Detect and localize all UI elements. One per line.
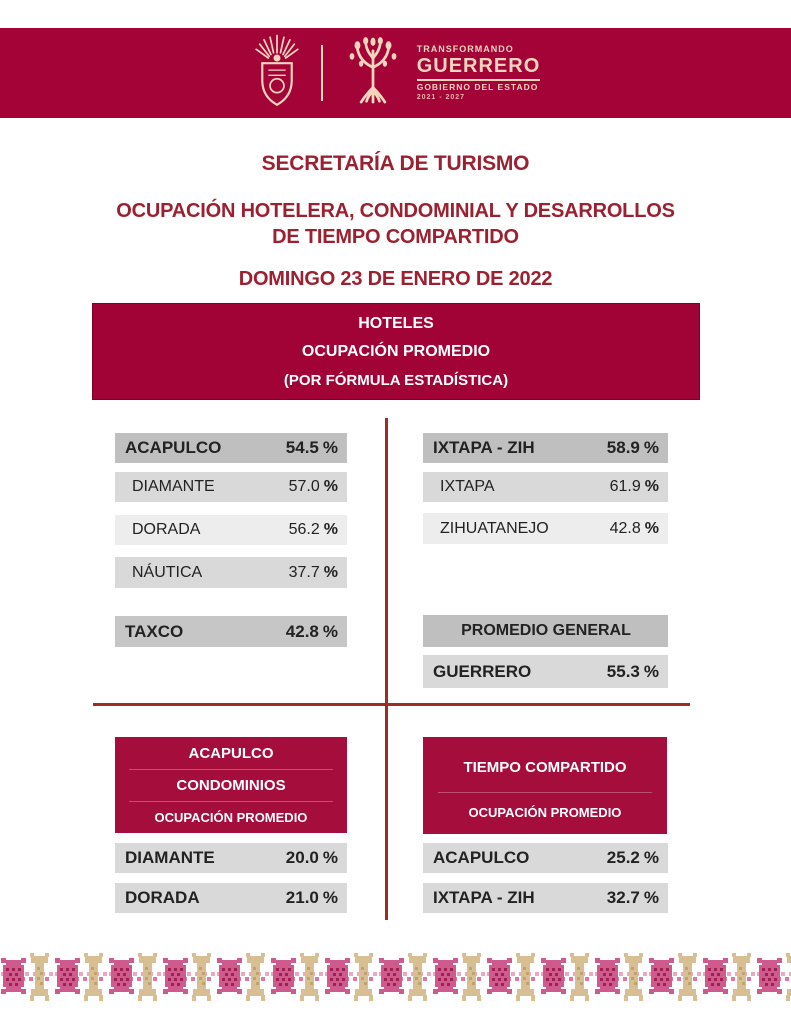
row-label: DORADA xyxy=(125,888,200,907)
header-separator xyxy=(128,801,334,802)
condominios-header-line2: CONDOMINIOS xyxy=(176,777,286,794)
row-label: PROMEDIO GENERAL xyxy=(461,622,631,639)
secretaria-title: SECRETARÍA DE TURISMO xyxy=(261,152,530,175)
row-label: IXTAPA xyxy=(440,478,495,495)
percent-sign: % xyxy=(643,888,659,907)
brand-line-gobierno: GOBIERNO DEL ESTADO xyxy=(416,81,539,92)
row-value: 57.0 xyxy=(288,478,320,495)
hoteles-banner: HOTELES OCUPACIÓN PROMEDIO (POR FÓRMULA … xyxy=(92,303,700,400)
table-row: NÁUTICA 37.7% xyxy=(115,557,347,588)
row-label: ACAPULCO xyxy=(433,848,530,867)
row-label: TAXCO xyxy=(125,621,184,641)
brand-text: TRANSFORMANDO GUERRERO GOBIERNO DEL ESTA… xyxy=(416,44,541,101)
row-value: 20.0 xyxy=(285,848,319,867)
row-label: DIAMANTE xyxy=(125,848,215,867)
table-row: GUERRERO 55.3% xyxy=(423,655,668,688)
row-label: DIAMANTE xyxy=(132,478,215,495)
row-label: DORADA xyxy=(132,521,201,538)
row-value: 54.5 xyxy=(285,438,319,457)
row-value: 61.9 xyxy=(609,478,641,495)
banner-line-formula: (POR FÓRMULA ESTADÍSTICA) xyxy=(283,371,509,389)
table-row: DIAMANTE 20.0% xyxy=(115,843,347,873)
row-value: 55.3 xyxy=(606,661,640,681)
row-value: 42.8 xyxy=(285,621,319,641)
table-row: TAXCO 42.8% xyxy=(115,616,347,647)
row-value: 25.2 xyxy=(606,848,640,867)
row-value: 21.0 xyxy=(285,888,319,907)
banner-line-ocupacion: OCUPACIÓN PROMEDIO xyxy=(301,343,491,360)
row-value: 32.7 xyxy=(606,888,640,907)
row-label: ZIHUATANEJO xyxy=(440,519,549,537)
main-title-line1: OCUPACIÓN HOTELERA, CONDOMINIAL Y DESARR… xyxy=(116,200,675,222)
percent-sign: % xyxy=(643,438,659,457)
row-label: NÁUTICA xyxy=(132,563,203,581)
main-title-line2: DE TIEMPO COMPARTIDO xyxy=(272,226,519,248)
brand-line-transformando: TRANSFORMANDO xyxy=(416,44,514,55)
percent-sign: % xyxy=(322,438,338,457)
row-value: 42.8 xyxy=(609,519,641,537)
percent-sign: % xyxy=(323,478,338,495)
tiempo-header-line2: OCUPACIÓN PROMEDIO xyxy=(468,805,622,820)
condominios-header-line1: ACAPULCO xyxy=(188,745,274,762)
banner-line-hoteles: HOTELES xyxy=(358,314,434,332)
brand-line-guerrero: GUERRERO xyxy=(416,55,541,81)
condominios-header-line3: OCUPACIÓN PROMEDIO xyxy=(154,810,308,825)
percent-sign: % xyxy=(644,478,659,495)
row-label: GUERRERO xyxy=(433,661,532,681)
percent-sign: % xyxy=(644,519,659,537)
table-row: ACAPULCO 25.2% xyxy=(423,843,668,873)
header-separator xyxy=(437,792,653,793)
coat-of-arms-icon xyxy=(251,32,303,115)
header-band: TRANSFORMANDO GUERRERO GOBIERNO DEL ESTA… xyxy=(0,28,791,118)
tree-logo-icon xyxy=(341,33,405,114)
logo-group: TRANSFORMANDO GUERRERO GOBIERNO DEL ESTA… xyxy=(251,32,541,115)
table-row: ZIHUATANEJO 42.8% xyxy=(423,513,668,544)
percent-sign: % xyxy=(322,888,338,907)
percent-sign: % xyxy=(322,848,338,867)
table-row: DORADA 56.2% xyxy=(115,515,347,545)
percent-sign: % xyxy=(322,621,338,641)
percent-sign: % xyxy=(643,661,659,681)
percent-sign: % xyxy=(323,521,338,538)
condominios-header: ACAPULCO CONDOMINIOS OCUPACIÓN PROMEDIO xyxy=(115,737,347,833)
logo-divider xyxy=(320,45,323,101)
promedio-general-header: PROMEDIO GENERAL xyxy=(423,615,668,647)
table-row: IXTAPA - ZIH 32.7% xyxy=(423,883,668,913)
table-row: IXTAPA - ZIH 58.9% xyxy=(423,433,668,463)
table-row: DIAMANTE 57.0% xyxy=(115,472,347,502)
row-label: ACAPULCO xyxy=(125,438,222,457)
row-value: 37.7 xyxy=(288,563,320,581)
row-value: 58.9 xyxy=(606,438,640,457)
brand-line-years: 2021 - 2027 xyxy=(416,93,466,101)
row-label: IXTAPA - ZIH xyxy=(433,888,535,907)
row-value: 56.2 xyxy=(288,521,320,538)
table-row: DORADA 21.0% xyxy=(115,883,347,913)
horizontal-divider-line xyxy=(93,703,690,706)
vertical-divider-line xyxy=(385,418,388,920)
percent-sign: % xyxy=(323,563,338,581)
table-row: ACAPULCO 54.5% xyxy=(115,433,347,463)
row-label: IXTAPA - ZIH xyxy=(433,438,535,457)
percent-sign: % xyxy=(643,848,659,867)
header-separator xyxy=(128,769,334,770)
table-row: IXTAPA 61.9% xyxy=(423,472,668,502)
main-title: OCUPACIÓN HOTELERA, CONDOMINIAL Y DESARR… xyxy=(0,198,791,250)
tiempo-header-line1: TIEMPO COMPARTIDO xyxy=(463,759,627,776)
cross-stitch-border xyxy=(0,953,791,1001)
date-title: DOMINGO 23 DE ENERO DE 2022 xyxy=(238,268,553,290)
tiempo-compartido-header: TIEMPO COMPARTIDO OCUPACIÓN PROMEDIO xyxy=(423,737,667,834)
